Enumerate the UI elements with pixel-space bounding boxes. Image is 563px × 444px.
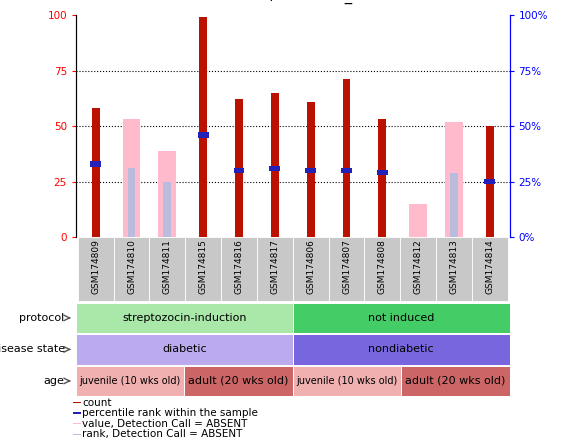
Bar xyxy=(293,334,510,365)
Bar xyxy=(341,168,352,173)
Bar xyxy=(76,334,293,365)
Bar xyxy=(185,366,293,396)
Bar xyxy=(221,237,257,301)
Bar xyxy=(92,108,100,237)
Text: GSM174811: GSM174811 xyxy=(163,239,172,294)
Bar xyxy=(293,237,329,301)
Text: GSM174809: GSM174809 xyxy=(91,239,100,294)
Text: GSM174817: GSM174817 xyxy=(270,239,279,294)
Text: rank, Detection Call = ABSENT: rank, Detection Call = ABSENT xyxy=(82,429,242,439)
Bar xyxy=(163,182,171,237)
Bar xyxy=(198,132,208,138)
Bar xyxy=(342,79,350,237)
Bar xyxy=(378,119,386,237)
Bar xyxy=(76,366,185,396)
Text: adult (20 wks old): adult (20 wks old) xyxy=(189,376,289,386)
Text: juvenile (10 wks old): juvenile (10 wks old) xyxy=(296,376,397,386)
Bar xyxy=(305,168,316,173)
Bar xyxy=(293,366,401,396)
Bar xyxy=(307,102,315,237)
Bar xyxy=(257,237,293,301)
Text: adult (20 wks old): adult (20 wks old) xyxy=(405,376,506,386)
Text: value, Detection Call = ABSENT: value, Detection Call = ABSENT xyxy=(82,419,247,429)
Bar xyxy=(199,17,207,237)
Text: GSM174813: GSM174813 xyxy=(449,239,458,294)
Text: GSM174812: GSM174812 xyxy=(414,239,423,294)
Text: GSM174815: GSM174815 xyxy=(199,239,208,294)
Bar xyxy=(123,119,141,237)
Text: disease state: disease state xyxy=(0,345,65,354)
Text: diabetic: diabetic xyxy=(162,345,207,354)
Text: count: count xyxy=(82,398,111,408)
Bar xyxy=(128,168,136,237)
Bar xyxy=(235,99,243,237)
Text: percentile rank within the sample: percentile rank within the sample xyxy=(82,408,258,418)
Text: GSM174816: GSM174816 xyxy=(235,239,244,294)
Bar xyxy=(364,237,400,301)
Bar xyxy=(293,303,510,333)
Bar xyxy=(409,204,427,237)
Bar xyxy=(271,93,279,237)
Bar xyxy=(436,237,472,301)
Bar xyxy=(234,168,244,173)
Bar xyxy=(401,366,510,396)
Bar xyxy=(472,237,508,301)
Bar xyxy=(73,412,81,414)
Bar xyxy=(445,122,463,237)
Text: GSM174814: GSM174814 xyxy=(485,239,494,294)
Text: age: age xyxy=(44,376,65,386)
Bar xyxy=(486,126,494,237)
Bar xyxy=(329,237,364,301)
Text: not induced: not induced xyxy=(368,313,434,323)
Bar xyxy=(400,237,436,301)
Text: GSM174807: GSM174807 xyxy=(342,239,351,294)
Text: GSM174808: GSM174808 xyxy=(378,239,387,294)
Bar xyxy=(73,402,81,404)
Bar xyxy=(270,166,280,171)
Bar xyxy=(377,170,388,175)
Bar xyxy=(73,433,81,435)
Text: GDS4038 / 1393671_at: GDS4038 / 1393671_at xyxy=(196,0,367,4)
Text: GSM174810: GSM174810 xyxy=(127,239,136,294)
Text: nondiabetic: nondiabetic xyxy=(368,345,434,354)
Bar xyxy=(76,303,293,333)
Bar xyxy=(78,237,114,301)
Bar xyxy=(158,151,176,237)
Bar xyxy=(73,423,81,424)
Bar xyxy=(90,161,101,166)
Bar xyxy=(185,237,221,301)
Text: GSM174806: GSM174806 xyxy=(306,239,315,294)
Bar xyxy=(149,237,185,301)
Bar xyxy=(114,237,149,301)
Text: streptozocin-induction: streptozocin-induction xyxy=(122,313,247,323)
Text: juvenile (10 wks old): juvenile (10 wks old) xyxy=(79,376,181,386)
Text: protocol: protocol xyxy=(20,313,65,323)
Bar xyxy=(484,179,495,184)
Bar xyxy=(450,173,458,237)
